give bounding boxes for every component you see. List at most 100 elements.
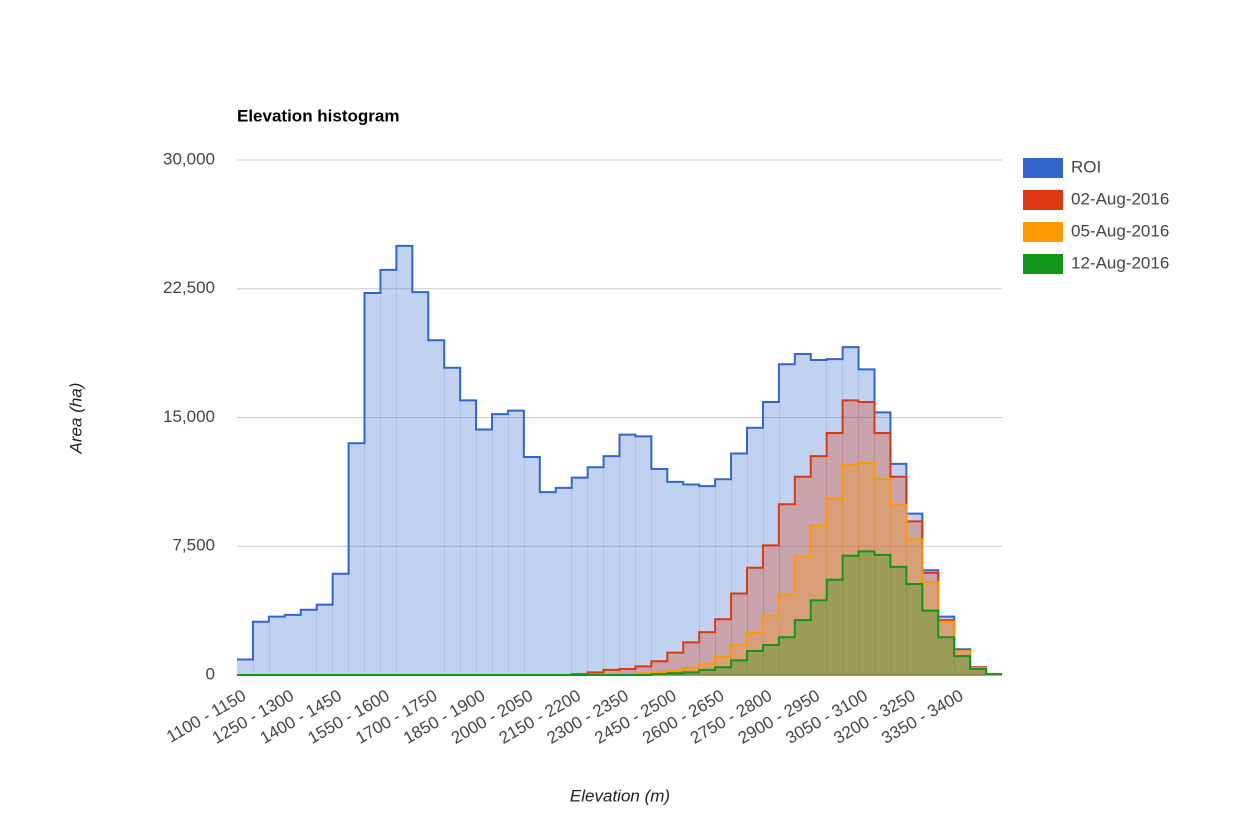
step-bar bbox=[810, 359, 828, 675]
step-bar bbox=[922, 582, 939, 675]
step-bar bbox=[635, 666, 652, 675]
legend-swatch bbox=[1023, 254, 1063, 274]
step-bar bbox=[938, 616, 955, 675]
step-bar bbox=[747, 650, 764, 675]
step-bar bbox=[874, 412, 891, 675]
step-line bbox=[237, 550, 1002, 676]
step-bar bbox=[858, 402, 875, 675]
step-bar bbox=[731, 660, 748, 675]
step-bar bbox=[715, 656, 732, 675]
step-bar bbox=[587, 672, 604, 675]
step-bar bbox=[874, 554, 891, 675]
step-bar bbox=[922, 572, 939, 675]
y-tick-label: 7,500 bbox=[172, 536, 215, 555]
step-bar bbox=[890, 505, 907, 675]
step-bar bbox=[300, 609, 318, 675]
step-bar bbox=[954, 656, 971, 675]
step-bar bbox=[268, 616, 286, 675]
chart-title: Elevation histogram bbox=[237, 106, 399, 125]
legend-swatch bbox=[1023, 222, 1063, 242]
series bbox=[237, 244, 1003, 676]
step-bar bbox=[476, 429, 493, 675]
step-bar bbox=[826, 432, 844, 675]
step-bar bbox=[842, 555, 859, 675]
step-bar bbox=[667, 652, 684, 675]
legend-swatch bbox=[1023, 190, 1063, 210]
step-bar bbox=[699, 669, 716, 675]
step-bar bbox=[826, 359, 844, 675]
step-bar bbox=[906, 584, 923, 675]
step-bar bbox=[794, 353, 812, 675]
step-bar bbox=[603, 669, 620, 675]
step-bar bbox=[810, 600, 828, 675]
step-bar bbox=[348, 443, 365, 675]
step-bar bbox=[778, 364, 796, 675]
step-bar bbox=[842, 400, 859, 675]
step-bar bbox=[747, 632, 764, 675]
step-bar bbox=[396, 245, 413, 676]
step-bar bbox=[555, 487, 573, 675]
y-tick-label: 30,000 bbox=[163, 149, 215, 168]
step-bar bbox=[619, 434, 636, 675]
step-bar bbox=[890, 566, 907, 675]
step-bar bbox=[603, 456, 620, 675]
step-bar bbox=[762, 545, 780, 675]
step-bar bbox=[715, 619, 732, 675]
step-bar bbox=[922, 570, 939, 675]
step-bar bbox=[364, 293, 381, 675]
step-bar bbox=[906, 513, 923, 675]
step-bar bbox=[858, 369, 875, 675]
step-bar bbox=[906, 539, 923, 675]
step-bar bbox=[938, 621, 955, 675]
step-bar bbox=[571, 477, 589, 675]
step-bar bbox=[762, 402, 780, 675]
step-bar bbox=[619, 668, 636, 675]
step-bar bbox=[237, 659, 254, 675]
step-bar bbox=[858, 462, 875, 675]
step-bar bbox=[460, 400, 477, 675]
step-bar bbox=[715, 479, 732, 675]
legend-label: 02-Aug-2016 bbox=[1071, 189, 1169, 208]
legend-label: 05-Aug-2016 bbox=[1071, 221, 1169, 240]
step-bar bbox=[380, 269, 397, 675]
step-bar bbox=[890, 463, 907, 675]
step-bar bbox=[444, 367, 461, 675]
step-bar bbox=[762, 644, 780, 675]
step-bar bbox=[412, 292, 429, 675]
step-bar bbox=[252, 621, 270, 675]
y-tick-label: 15,000 bbox=[163, 407, 215, 426]
step-bar bbox=[970, 667, 987, 675]
step-bar bbox=[826, 499, 844, 675]
series bbox=[237, 550, 1003, 676]
step-bar bbox=[635, 436, 652, 675]
step-bar bbox=[890, 476, 907, 675]
legend-label: ROI bbox=[1071, 157, 1101, 176]
step-bar bbox=[731, 453, 748, 675]
step-bar bbox=[683, 642, 700, 675]
step-bar bbox=[970, 668, 987, 675]
legend-label: 12-Aug-2016 bbox=[1071, 253, 1169, 272]
step-bar bbox=[858, 551, 875, 675]
step-bar bbox=[507, 410, 525, 675]
step-bar bbox=[683, 672, 700, 675]
y-tick-label: 22,500 bbox=[163, 278, 215, 297]
step-bar bbox=[810, 456, 828, 675]
step-bar bbox=[699, 486, 716, 675]
x-axis-title: Elevation (m) bbox=[570, 786, 670, 805]
step-bar bbox=[970, 667, 987, 675]
step-bar bbox=[587, 467, 604, 675]
step-bar bbox=[826, 579, 844, 675]
step-bar bbox=[651, 469, 668, 675]
series bbox=[237, 399, 1003, 676]
step-bar bbox=[778, 595, 796, 675]
step-bar bbox=[922, 610, 939, 675]
step-bar bbox=[316, 604, 334, 675]
step-bar bbox=[906, 521, 923, 675]
step-bar bbox=[938, 637, 955, 675]
step-bar bbox=[428, 340, 445, 675]
step-bar bbox=[842, 464, 859, 675]
step-bar bbox=[747, 427, 764, 675]
y-tick-label: 0 bbox=[206, 664, 215, 683]
step-bar bbox=[683, 484, 700, 675]
